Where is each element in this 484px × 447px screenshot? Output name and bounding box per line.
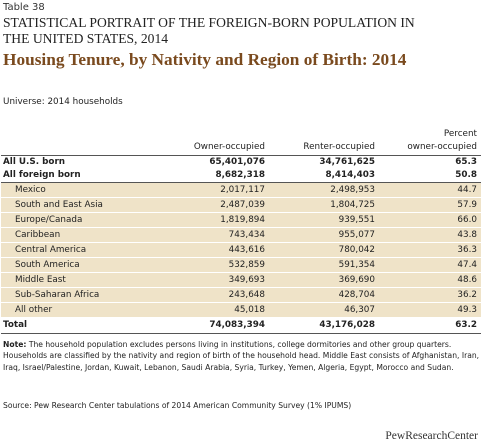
percent-value: 47.4 bbox=[379, 258, 481, 273]
percent-value: 36.2 bbox=[379, 288, 481, 303]
header-owner-occupied: Owner-occupied bbox=[169, 128, 269, 156]
owner-value: 2,017,117 bbox=[169, 183, 269, 198]
row-label: Total bbox=[1, 318, 169, 334]
percent-value: 43.8 bbox=[379, 228, 481, 243]
percent-value: 57.9 bbox=[379, 198, 481, 213]
report-title-line-2: THE UNITED STATES, 2014 bbox=[3, 31, 481, 47]
header-percent-owner-occupied: Percent owner-occupied bbox=[379, 128, 481, 156]
header-percent-line-1: Percent bbox=[379, 128, 477, 141]
row-label: Caribbean bbox=[1, 228, 169, 243]
pew-research-center-logo: PewResearchCenter bbox=[385, 430, 478, 442]
table-row: All other 45,018 46,307 49.3 bbox=[1, 303, 481, 318]
table-row: Caribbean 743,434 955,077 43.8 bbox=[1, 228, 481, 243]
table-note: Note: The household population excludes … bbox=[3, 339, 481, 373]
renter-value: 46,307 bbox=[269, 303, 379, 318]
table-row: Europe/Canada 1,819,894 939,551 66.0 bbox=[1, 213, 481, 228]
owner-value: 45,018 bbox=[169, 303, 269, 318]
renter-value: 34,761,625 bbox=[269, 156, 379, 170]
renter-value: 428,704 bbox=[269, 288, 379, 303]
renter-value: 43,176,028 bbox=[269, 318, 379, 334]
owner-value: 532,859 bbox=[169, 258, 269, 273]
report-title-line-1: STATISTICAL PORTRAIT OF THE FOREIGN-BORN… bbox=[3, 15, 481, 31]
source-line: Source: Pew Research Center tabulations … bbox=[3, 401, 481, 410]
owner-value: 2,487,039 bbox=[169, 198, 269, 213]
owner-value: 8,682,318 bbox=[169, 169, 269, 183]
owner-value: 743,434 bbox=[169, 228, 269, 243]
table-row: Middle East 349,693 369,690 48.6 bbox=[1, 273, 481, 288]
header-renter-occupied: Renter-occupied bbox=[269, 128, 379, 156]
owner-value: 1,819,894 bbox=[169, 213, 269, 228]
renter-value: 8,414,403 bbox=[269, 169, 379, 183]
table-row: South and East Asia 2,487,039 1,804,725 … bbox=[1, 198, 481, 213]
renter-value: 939,551 bbox=[269, 213, 379, 228]
percent-value: 65.3 bbox=[379, 156, 481, 170]
renter-value: 955,077 bbox=[269, 228, 379, 243]
owner-value: 243,648 bbox=[169, 288, 269, 303]
renter-value: 591,354 bbox=[269, 258, 379, 273]
percent-value: 48.6 bbox=[379, 273, 481, 288]
table-row: All U.S. born 65,401,076 34,761,625 65.3 bbox=[1, 156, 481, 170]
percent-value: 66.0 bbox=[379, 213, 481, 228]
percent-value: 44.7 bbox=[379, 183, 481, 198]
header-percent-line-2: owner-occupied bbox=[379, 141, 477, 154]
universe-label: Universe: 2014 households bbox=[3, 97, 123, 107]
note-text: The household population excludes person… bbox=[3, 340, 479, 372]
table-row: Mexico 2,017,117 2,498,953 44.7 bbox=[1, 183, 481, 198]
owner-value: 74,083,394 bbox=[169, 318, 269, 334]
row-label: Mexico bbox=[1, 183, 169, 198]
renter-value: 369,690 bbox=[269, 273, 379, 288]
owner-value: 65,401,076 bbox=[169, 156, 269, 170]
table-row: Central America 443,616 780,042 36.3 bbox=[1, 243, 481, 258]
table-number: Table 38 bbox=[3, 2, 45, 13]
row-label: Middle East bbox=[1, 273, 169, 288]
owner-value: 349,693 bbox=[169, 273, 269, 288]
renter-value: 780,042 bbox=[269, 243, 379, 258]
row-label: Central America bbox=[1, 243, 169, 258]
percent-value: 49.3 bbox=[379, 303, 481, 318]
note-label: Note: bbox=[3, 340, 26, 349]
row-label: All other bbox=[1, 303, 169, 318]
row-label: All U.S. born bbox=[1, 156, 169, 170]
table-title: Housing Tenure, by Nativity and Region o… bbox=[3, 50, 481, 70]
row-label: Europe/Canada bbox=[1, 213, 169, 228]
renter-value: 1,804,725 bbox=[269, 198, 379, 213]
owner-value: 443,616 bbox=[169, 243, 269, 258]
header-blank bbox=[1, 128, 169, 156]
percent-value: 36.3 bbox=[379, 243, 481, 258]
percent-value: 50.8 bbox=[379, 169, 481, 183]
total-row: Total 74,083,394 43,176,028 63.2 bbox=[1, 318, 481, 334]
row-label: South and East Asia bbox=[1, 198, 169, 213]
table-row: All foreign born 8,682,318 8,414,403 50.… bbox=[1, 169, 481, 183]
row-label: All foreign born bbox=[1, 169, 169, 183]
row-label: Sub-Saharan Africa bbox=[1, 288, 169, 303]
percent-value: 63.2 bbox=[379, 318, 481, 334]
table-row: Sub-Saharan Africa 243,648 428,704 36.2 bbox=[1, 288, 481, 303]
row-label: South America bbox=[1, 258, 169, 273]
table-row: South America 532,859 591,354 47.4 bbox=[1, 258, 481, 273]
renter-value: 2,498,953 bbox=[269, 183, 379, 198]
report-title: STATISTICAL PORTRAIT OF THE FOREIGN-BORN… bbox=[3, 15, 481, 46]
table-header-row: Owner-occupied Renter-occupied Percent o… bbox=[1, 128, 481, 156]
housing-tenure-table: Owner-occupied Renter-occupied Percent o… bbox=[1, 128, 481, 334]
